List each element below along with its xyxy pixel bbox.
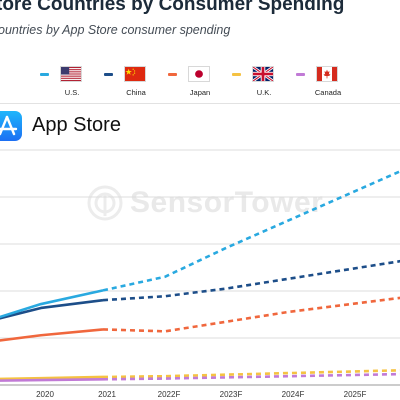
series-line-canada-forecast: [102, 372, 400, 381]
sensortower-watermark: SensorTower: [130, 186, 324, 219]
x-tick-label: 2022F: [158, 390, 181, 399]
series-line-japan-forecast: [102, 296, 400, 333]
uk-flag-icon: [252, 66, 274, 82]
x-tick-label: 2023F: [220, 390, 243, 399]
china-flag-icon: [124, 66, 146, 82]
series-line-canada-actual: [0, 378, 104, 382]
legend-swatch-canada: [296, 73, 305, 76]
chart-legend: U.S. China Japan: [0, 62, 400, 102]
canada-flag-icon: [316, 66, 338, 82]
series-line-japan-actual: [0, 328, 104, 342]
series-line-china-actual: [0, 298, 104, 320]
legend-label-canada: Canada: [314, 88, 342, 97]
series-line-us-forecast: [102, 169, 400, 292]
us-flag-icon: [60, 66, 82, 82]
x-tick-label: 2024F: [282, 390, 305, 399]
app-store-label: App Store: [32, 114, 121, 136]
legend-label-uk: U.K.: [256, 88, 272, 97]
series-line-uk-forecast: [102, 368, 400, 379]
legend-divider: [0, 103, 400, 104]
legend-label-japan: Japan: [189, 88, 211, 97]
x-tick-label: 2020: [36, 390, 54, 399]
app-store-icon: [0, 111, 22, 141]
legend-swatch-us: [40, 73, 49, 76]
legend-label-us: U.S.: [64, 88, 80, 97]
chart-subtitle: ountries by App Store consumer spending: [0, 23, 231, 37]
japan-flag-icon: [188, 66, 210, 82]
series-line-uk-actual: [0, 375, 104, 381]
x-tick-label: 2025F: [344, 390, 367, 399]
legend-swatch-uk: [232, 73, 241, 76]
chart-title: tore Countries by Consumer Spending: [0, 0, 345, 15]
legend-label-china: China: [126, 88, 146, 97]
series-line-china-forecast: [102, 259, 400, 302]
x-tick-label: 2021: [98, 390, 116, 399]
sensortower-watermark-icon: [87, 185, 123, 221]
legend-swatch-japan: [168, 73, 177, 76]
series-line-us-actual: [0, 289, 104, 319]
legend-swatch-china: [104, 73, 113, 76]
